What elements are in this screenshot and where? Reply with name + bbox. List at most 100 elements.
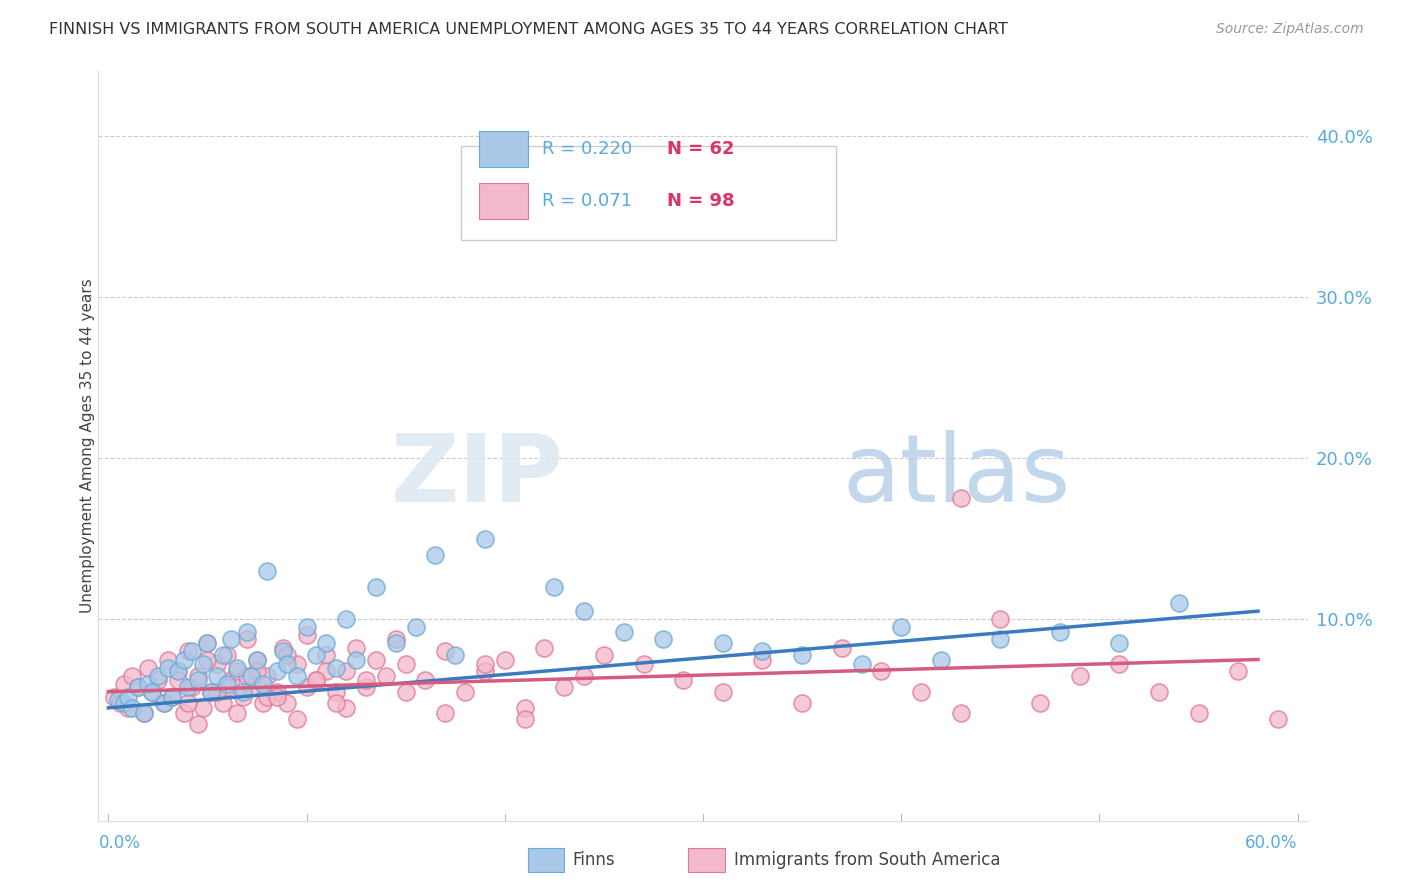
Point: [180, 644, 202, 658]
Point: [335, 701, 357, 715]
Point: [121, 701, 143, 715]
Point: [112, 676, 135, 690]
Point: [831, 641, 853, 656]
Point: [236, 625, 259, 640]
Text: 0.0%: 0.0%: [98, 833, 141, 852]
Point: [141, 684, 163, 698]
Point: [988, 632, 1011, 646]
Point: [315, 636, 337, 650]
Point: [305, 673, 328, 688]
Point: [186, 668, 208, 682]
Point: [219, 632, 242, 646]
Point: [434, 644, 457, 658]
Point: [851, 657, 873, 672]
Bar: [479, 130, 527, 167]
Point: [949, 491, 972, 506]
Point: [305, 673, 328, 688]
Point: [153, 696, 176, 710]
Point: [513, 701, 536, 715]
Point: [207, 668, 229, 682]
Point: [344, 641, 367, 656]
Point: [200, 684, 222, 698]
Point: [295, 628, 318, 642]
Point: [156, 652, 179, 666]
Point: [494, 652, 516, 666]
Text: Immigrants from South America: Immigrants from South America: [734, 851, 1001, 869]
Point: [160, 690, 183, 704]
Point: [176, 644, 198, 658]
Point: [335, 612, 357, 626]
Point: [285, 657, 308, 672]
Point: [1029, 696, 1052, 710]
Point: [572, 604, 595, 618]
Point: [344, 652, 367, 666]
Point: [325, 684, 347, 698]
Point: [295, 620, 318, 634]
Point: [232, 690, 254, 704]
Text: R = 0.220: R = 0.220: [543, 139, 633, 158]
Point: [117, 690, 139, 704]
Point: [543, 580, 565, 594]
Point: [103, 690, 125, 704]
Y-axis label: Unemployment Among Ages 35 to 44 years: Unemployment Among Ages 35 to 44 years: [80, 278, 94, 614]
Point: [217, 676, 239, 690]
Point: [1108, 636, 1130, 650]
Point: [988, 612, 1011, 626]
Point: [384, 636, 406, 650]
Point: [232, 684, 254, 698]
Point: [240, 668, 263, 682]
Point: [474, 657, 496, 672]
Text: 60.0%: 60.0%: [1246, 833, 1298, 852]
Point: [374, 668, 396, 682]
Point: [136, 660, 159, 674]
Point: [173, 706, 195, 720]
Point: [212, 648, 235, 662]
Point: [335, 664, 357, 678]
Point: [295, 680, 318, 694]
Point: [271, 644, 294, 658]
Point: [173, 652, 195, 666]
Text: Source: ZipAtlas.com: Source: ZipAtlas.com: [1216, 22, 1364, 37]
Point: [276, 648, 298, 662]
Point: [354, 680, 377, 694]
Point: [513, 218, 536, 232]
Point: [132, 706, 155, 720]
Point: [117, 701, 139, 715]
Point: [146, 668, 169, 682]
Point: [226, 706, 249, 720]
Point: [266, 684, 288, 698]
Point: [226, 660, 249, 674]
Point: [207, 684, 229, 698]
Point: [246, 652, 269, 666]
Point: [672, 673, 695, 688]
Point: [193, 701, 215, 715]
Text: ZIP: ZIP: [391, 430, 564, 522]
Point: [166, 664, 188, 678]
Point: [870, 664, 893, 678]
Point: [153, 696, 176, 710]
Point: [354, 673, 377, 688]
Point: [633, 657, 655, 672]
Point: [285, 668, 308, 682]
Point: [276, 696, 298, 710]
Point: [186, 673, 208, 688]
Point: [434, 706, 457, 720]
Point: [1049, 625, 1071, 640]
Point: [890, 620, 912, 634]
Point: [266, 690, 288, 704]
Point: [751, 652, 773, 666]
Point: [454, 684, 477, 698]
Text: Finns: Finns: [572, 851, 614, 869]
Point: [364, 580, 387, 594]
Point: [186, 717, 208, 731]
Point: [533, 641, 555, 656]
Point: [176, 696, 198, 710]
Point: [200, 684, 222, 698]
Point: [127, 680, 149, 694]
Point: [572, 668, 595, 682]
Point: [553, 680, 575, 694]
Point: [1147, 684, 1170, 698]
Point: [305, 648, 328, 662]
Bar: [527, 847, 564, 871]
Point: [240, 680, 263, 694]
